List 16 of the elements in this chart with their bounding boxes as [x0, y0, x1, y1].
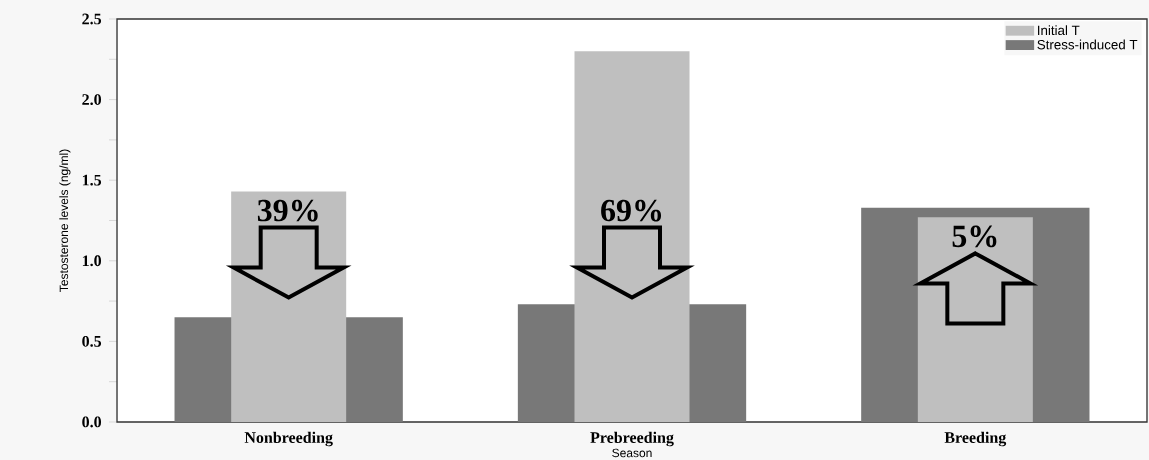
y-tick-label: 0.0: [82, 416, 102, 428]
y-tick-label: 1.0: [82, 255, 102, 267]
x-axis-title: Season: [612, 448, 652, 458]
annotation: 5%: [952, 225, 997, 248]
y-tick-label: 1.5: [82, 174, 102, 186]
x-tick-label: Breeding: [944, 431, 1007, 447]
legend-label: Initial T: [1038, 25, 1080, 36]
y-tick-label: 0.5: [82, 335, 102, 347]
y-tick-label: 2.0: [82, 94, 102, 106]
legend-label: Stress-induced T: [1037, 39, 1138, 50]
annotation: 39%: [257, 199, 318, 222]
y-tick-label: 2.5: [82, 13, 102, 25]
x-tick-label: Nonbreeding: [244, 431, 333, 447]
y-axis-title: Testosterone levels (ng/ml): [59, 149, 71, 292]
x-tick-label: Prebreeding: [590, 431, 674, 447]
annotation: 69%: [601, 199, 662, 222]
